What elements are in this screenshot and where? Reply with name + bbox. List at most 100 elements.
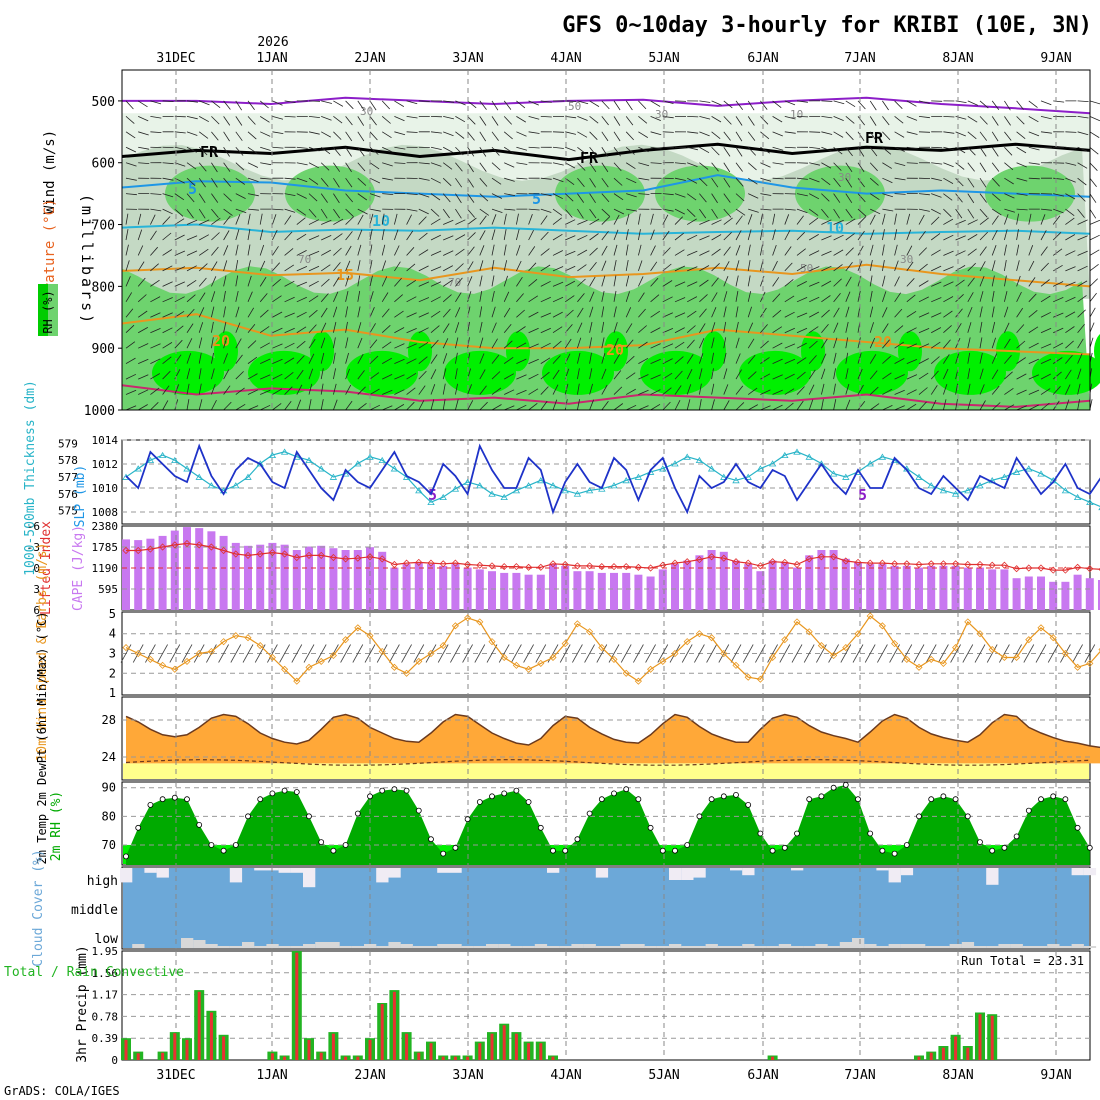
- wind-barb: [833, 177, 841, 187]
- cape-bar: [1024, 576, 1033, 610]
- upper-ylabel-800: 800: [92, 280, 115, 295]
- wind-barb: [650, 146, 662, 150]
- wind-barb: [455, 307, 461, 318]
- rh2m-point: [989, 847, 996, 854]
- wind-barb: [137, 245, 144, 256]
- wind-barb: [857, 100, 866, 110]
- wind-barb: [577, 146, 587, 155]
- wind-barb: [833, 307, 840, 318]
- wind-barb: [369, 208, 381, 212]
- wind-barb: [284, 357, 295, 364]
- wind-barb: [430, 310, 441, 318]
- wind-barb: [882, 162, 892, 169]
- low-cloud-bar: [205, 944, 218, 948]
- wind-barb: [442, 368, 447, 380]
- li-point: [293, 553, 301, 562]
- thickness-point: [829, 470, 838, 477]
- rh2m-point: [391, 786, 398, 793]
- wind-barb: [1004, 177, 1014, 185]
- wind-barb: [894, 292, 902, 303]
- li-point: [378, 555, 386, 563]
- wind-barb: [699, 162, 709, 170]
- wind-barb: [869, 131, 877, 142]
- wind-barb: [345, 384, 352, 395]
- wind-barb: [674, 177, 686, 181]
- wind-barb: [320, 208, 328, 219]
- wind-barb: [650, 374, 661, 380]
- wind-barb: [625, 323, 633, 333]
- wind-speed-point: [586, 628, 594, 636]
- surface-wind-barb: [694, 644, 705, 663]
- wind-speed-point: [134, 649, 142, 658]
- li-tick-1: -3: [27, 541, 40, 554]
- wind-barb: [321, 219, 332, 225]
- wind-barb: [211, 384, 216, 395]
- wind-barb: [601, 384, 608, 395]
- wind-speed-point: [988, 645, 996, 654]
- wind-barb: [760, 307, 767, 318]
- wind-barb: [369, 177, 381, 184]
- low-cloud-bar: [449, 944, 462, 948]
- surface-wind-barb: [242, 644, 254, 663]
- wind-barb: [272, 262, 280, 272]
- wind-barb: [516, 260, 522, 272]
- wind-barb: [540, 248, 550, 256]
- wind-barb: [735, 116, 743, 126]
- wind-barb: [930, 341, 941, 349]
- thickness-point: [1086, 498, 1094, 506]
- rh-bright-spike-4: [604, 331, 628, 372]
- wind-barb: [406, 263, 416, 272]
- wind-barb: [979, 306, 983, 318]
- bottom-date-3: 3JAN: [452, 1068, 483, 1083]
- wind-barb: [821, 295, 831, 303]
- li-point: [744, 559, 752, 567]
- li-point: [659, 561, 667, 569]
- wind-barb: [430, 399, 435, 411]
- wind-barb: [601, 177, 609, 188]
- wind-barb: [430, 325, 440, 334]
- cape-bar: [219, 535, 228, 610]
- wind-barb: [821, 280, 832, 287]
- wind-barb: [760, 146, 770, 154]
- wind-barb: [406, 100, 418, 105]
- wind-barb: [967, 177, 975, 188]
- wind-barb: [931, 281, 942, 287]
- wind-barb: [601, 321, 605, 333]
- wind-barb: [699, 208, 707, 219]
- wind-barb: [150, 214, 156, 225]
- wind-barb: [930, 249, 941, 256]
- wind-barb: [857, 291, 861, 302]
- wind-barb: [223, 245, 229, 256]
- li-point: [537, 563, 545, 571]
- surface-wind-barb: [645, 644, 656, 663]
- wind-barb: [381, 308, 390, 318]
- precip-tick-0: 0: [111, 1054, 118, 1067]
- wind-barb: [894, 177, 906, 181]
- wind-barb: [455, 399, 459, 411]
- wind-barb: [321, 249, 331, 256]
- wind-barb: [198, 146, 208, 156]
- wind-barb: [467, 208, 476, 218]
- wind-barb: [930, 216, 940, 225]
- cape-bar: [939, 565, 948, 610]
- wind-barb: [418, 216, 427, 225]
- wind-barb: [211, 208, 219, 218]
- wind-barb: [1040, 100, 1052, 106]
- wind-barb: [442, 399, 446, 411]
- wind-barb: [772, 358, 783, 365]
- wind-barb: [967, 292, 974, 303]
- wind-barb: [503, 307, 511, 318]
- wind-barb: [626, 193, 637, 198]
- wind-barb: [650, 310, 661, 318]
- wind-barb: [711, 383, 715, 395]
- wind-barb: [296, 217, 306, 225]
- wind-barb: [808, 384, 815, 395]
- wind-barb: [357, 147, 365, 157]
- wind-barb: [186, 235, 198, 241]
- wind-speed-point: [354, 624, 362, 632]
- wind-barb: [150, 328, 161, 334]
- thickness-point: [354, 460, 362, 467]
- wind-barb: [491, 387, 502, 395]
- wind-barb: [260, 404, 271, 411]
- wind-barb: [662, 100, 674, 104]
